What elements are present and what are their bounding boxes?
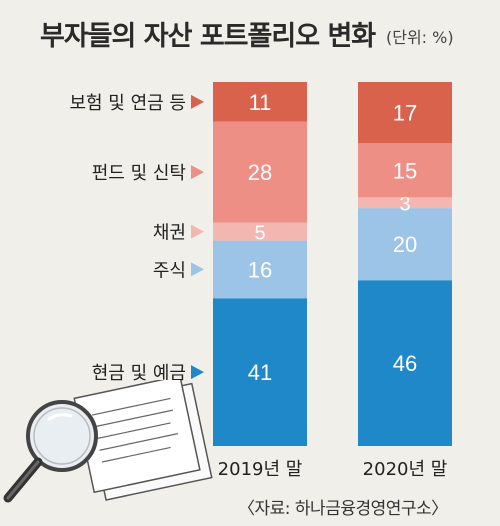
bar-segment (358, 82, 452, 144)
bar-segment (213, 82, 307, 122)
legend-marker (191, 224, 204, 239)
legend-marker (191, 365, 204, 380)
data-label: 11 (249, 90, 272, 115)
data-label: 17 (393, 101, 417, 126)
bar-segment (358, 143, 452, 198)
data-label: 41 (248, 360, 272, 385)
source-note: 〈자료: 하나금융경영연구소〉 (238, 499, 448, 519)
category-label: 2019년 말 (218, 459, 303, 480)
legend-marker (191, 262, 204, 277)
data-label: 5 (254, 223, 265, 245)
legend-marker (191, 94, 204, 109)
data-label: 16 (248, 257, 272, 282)
chart-title: 부자들의 자산 포트폴리오 변화 (40, 21, 376, 52)
data-label: 28 (248, 160, 272, 185)
unit-label: (단위: %) (386, 28, 454, 47)
legend-label: 보험 및 연금 등 (69, 93, 186, 114)
magnifier-document-illustration (3, 380, 213, 503)
legend-label: 채권 (153, 223, 186, 244)
bar-segment (358, 197, 452, 209)
bar-segment (358, 208, 452, 281)
data-label: 20 (393, 232, 417, 257)
data-label: 3 (399, 194, 410, 216)
data-label: 46 (393, 351, 417, 376)
category-label: 2020년 말 (363, 459, 448, 480)
legend-marker (191, 165, 204, 180)
bar-segment (213, 121, 307, 223)
bar-segment (213, 298, 307, 446)
legend-label: 펀드 및 신탁 (92, 163, 186, 184)
bar-segment (213, 240, 307, 299)
legend-label: 현금 및 예금 (92, 363, 186, 384)
legend-label: 주식 (153, 260, 186, 281)
bar-segment (358, 280, 452, 446)
data-label: 15 (393, 158, 417, 183)
bar-segment (213, 222, 307, 241)
